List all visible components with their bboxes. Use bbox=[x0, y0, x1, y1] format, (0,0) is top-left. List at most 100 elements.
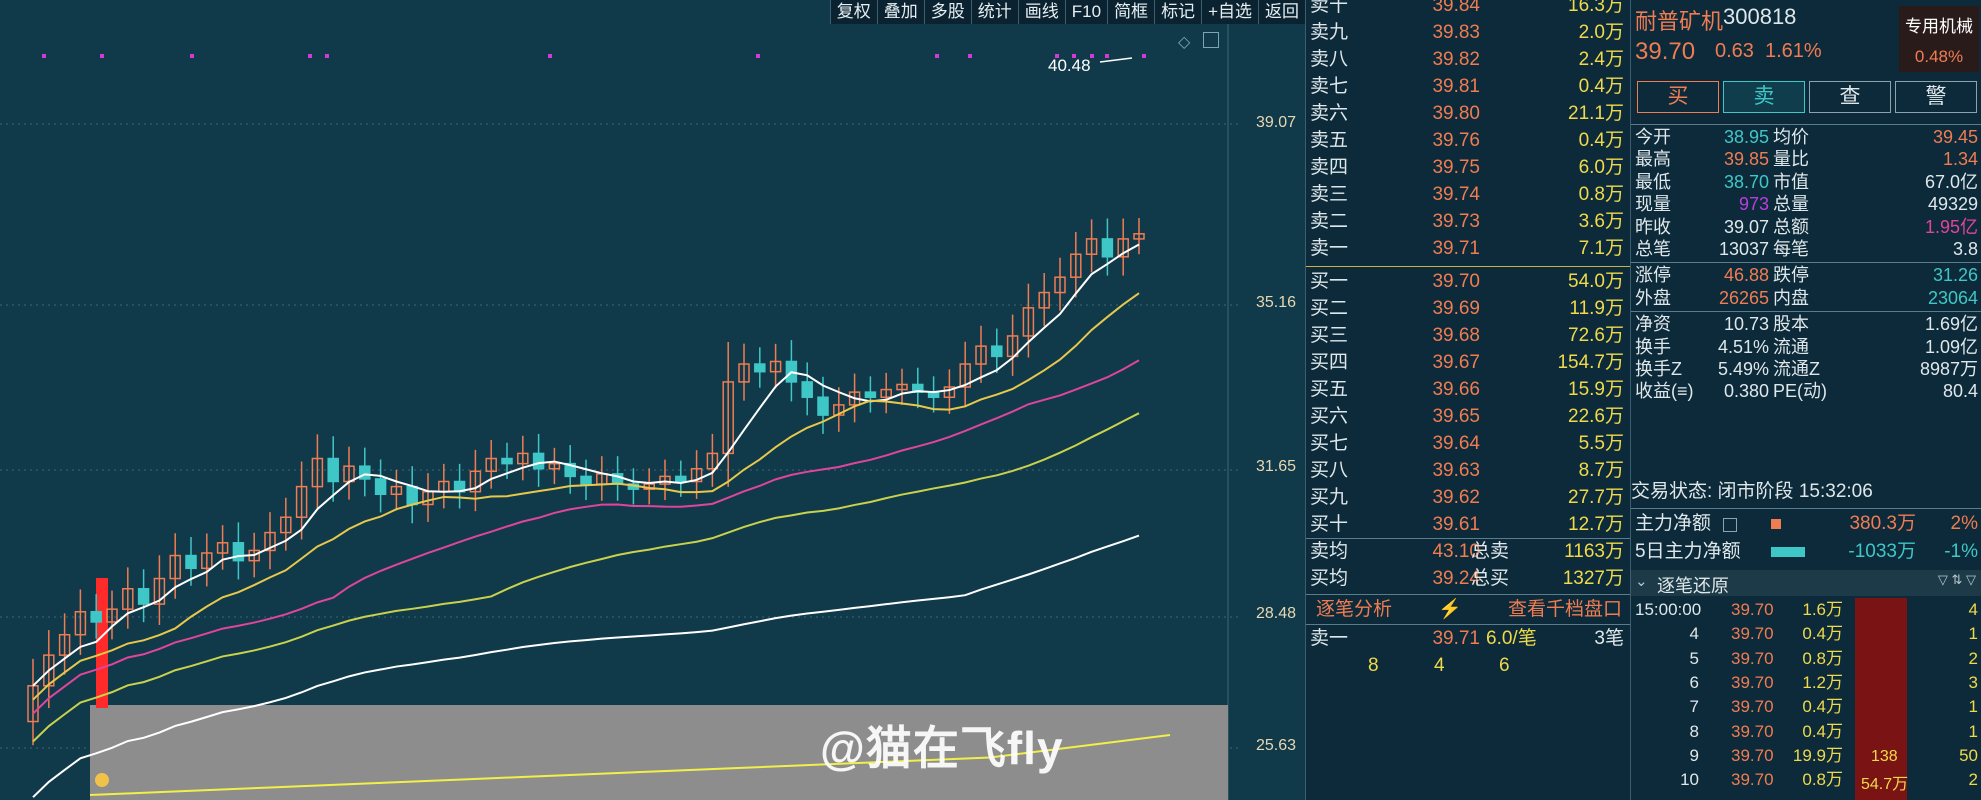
panel-divider bbox=[1631, 262, 1981, 264]
level-volume: 154.7万 bbox=[1557, 352, 1624, 373]
tick-volume: 0.8万 bbox=[1802, 648, 1843, 668]
panel-toggle-icon[interactable] bbox=[1203, 32, 1219, 48]
sector-badge[interactable]: 专用机械 0.48% bbox=[1899, 6, 1979, 72]
candle-body bbox=[327, 457, 339, 483]
candle-body bbox=[469, 470, 482, 493]
candle-body bbox=[232, 542, 245, 562]
candle-body bbox=[548, 462, 561, 470]
sector-name: 专用机械 bbox=[1905, 17, 1973, 36]
quote-stat-row: 换手Z 5.49% 流通Z 8987万 bbox=[1631, 358, 1981, 380]
alert-button[interactable]: 警 bbox=[1895, 81, 1977, 113]
ask-level-row[interactable]: 卖七 39.81 0.4万 bbox=[1306, 73, 1630, 100]
add-watchlist-button[interactable]: +自选 bbox=[1201, 0, 1258, 24]
tick-count: 3 bbox=[1968, 672, 1978, 692]
bid-level-row[interactable]: 买四 39.67 154.7万 bbox=[1306, 349, 1630, 376]
level-volume: 0.8万 bbox=[1578, 184, 1624, 205]
back-button[interactable]: 返回 bbox=[1258, 0, 1305, 24]
tick-analysis-tab[interactable]: 逐笔分析 bbox=[1316, 599, 1393, 620]
level-price: 39.73 bbox=[1432, 211, 1480, 232]
multi-stock-button[interactable]: 多股 bbox=[923, 0, 971, 24]
level-price: 39.75 bbox=[1432, 157, 1480, 178]
stat-label: 涨停 bbox=[1635, 265, 1671, 286]
stat-value: 31.26 bbox=[1932, 265, 1978, 286]
ask-level-row[interactable]: 卖四 39.75 6.0万 bbox=[1306, 154, 1630, 181]
filter-icon[interactable]: ▽ ⇅ ▽ bbox=[1937, 572, 1976, 587]
tick-volume: 0.4万 bbox=[1802, 721, 1843, 741]
ask-level-row[interactable]: 卖八 39.82 2.4万 bbox=[1306, 46, 1630, 73]
ask-level-row[interactable]: 卖六 39.80 21.1万 bbox=[1306, 100, 1630, 127]
bid-level-row[interactable]: 买二 39.69 11.9万 bbox=[1306, 295, 1630, 322]
bid-level-row[interactable]: 买七 39.64 5.5万 bbox=[1306, 430, 1630, 457]
ask-level-row[interactable]: 卖五 39.76 0.4万 bbox=[1306, 127, 1630, 154]
candle-body bbox=[90, 610, 102, 623]
tick-row: 4 39.70 0.4万 1 bbox=[1631, 622, 1981, 646]
candle-body bbox=[912, 383, 924, 393]
flow5-row: 5日主力净额 -1033万 -1% bbox=[1631, 538, 1981, 566]
query-button[interactable]: 查 bbox=[1809, 81, 1891, 113]
stat-label: 外盘 bbox=[1635, 287, 1671, 308]
stat-value: 39.85 bbox=[1723, 149, 1769, 170]
stat-label: 量比 bbox=[1773, 149, 1809, 170]
tick-row: 9 39.70 19.9万 50 bbox=[1631, 744, 1981, 768]
ma60-line bbox=[32, 534, 1140, 798]
level-label: 买三 bbox=[1310, 325, 1349, 346]
ask-level-row[interactable]: 卖九 39.83 2.0万 bbox=[1306, 19, 1630, 46]
ask-level-row[interactable]: 卖三 39.74 0.8万 bbox=[1306, 181, 1630, 208]
quote-stat-row: 最高 39.85 量比 1.34 bbox=[1631, 148, 1981, 170]
statistics-button[interactable]: 统计 bbox=[970, 0, 1018, 24]
simple-frame-button[interactable]: 简框 bbox=[1107, 0, 1154, 24]
stat-value: 973 bbox=[1738, 194, 1769, 215]
ask-level-row[interactable]: 卖一 39.71 7.1万 bbox=[1306, 235, 1630, 262]
level-label: 买一 bbox=[1310, 271, 1349, 292]
main-flow-value: 380.3万 bbox=[1849, 513, 1916, 534]
signal-dot bbox=[190, 54, 194, 58]
bid-level-row[interactable]: 买九 39.62 27.7万 bbox=[1306, 484, 1630, 511]
sell-button[interactable]: 卖 bbox=[1723, 81, 1805, 113]
chevron-down-icon[interactable]: ⌄ bbox=[1635, 573, 1648, 590]
bid-level-row[interactable]: 买十 39.61 12.7万 bbox=[1306, 511, 1630, 538]
bid-level-row[interactable]: 买五 39.66 15.9万 bbox=[1306, 376, 1630, 403]
restore-rights-button[interactable]: 复权 bbox=[829, 0, 877, 24]
level-label: 买七 bbox=[1310, 433, 1349, 454]
stat-value: 5.49% bbox=[1717, 359, 1769, 379]
candle-body bbox=[390, 485, 403, 496]
stat-label: 总额 bbox=[1773, 216, 1809, 237]
quote-stat-row: 涨停 46.88 跌停 31.26 bbox=[1631, 264, 1981, 286]
quote-stat-row: 外盘 26265 内盘 23064 bbox=[1631, 287, 1981, 309]
tick-row: 10 39.70 0.8万 2 bbox=[1631, 768, 1981, 792]
bid-level-row[interactable]: 买三 39.68 72.6万 bbox=[1306, 322, 1630, 349]
bid-level-row[interactable]: 买六 39.65 22.6万 bbox=[1306, 403, 1630, 430]
level-volume: 0.4万 bbox=[1578, 130, 1624, 151]
tick-price: 39.70 bbox=[1731, 745, 1774, 765]
f10-button[interactable]: F10 bbox=[1064, 0, 1107, 24]
signal-dot bbox=[548, 54, 552, 58]
tick-row: 15:00:00 39.70 1.6万 4 bbox=[1631, 598, 1981, 622]
kline-chart-panel[interactable]: 39.07 35.16 31.65 28.48 25.63 40.48 ◇ 复权… bbox=[0, 0, 1305, 800]
ask-level-row[interactable]: 卖十 39.84 16.3万 bbox=[1306, 0, 1630, 19]
ask-level-row[interactable]: 卖二 39.73 3.6万 bbox=[1306, 208, 1630, 235]
candle-body bbox=[833, 404, 845, 416]
bid-level-row[interactable]: 买八 39.63 8.7万 bbox=[1306, 457, 1630, 484]
tick-time: 5 bbox=[1689, 648, 1699, 668]
sell-average-row: 卖均 43.10 总卖 1163万 bbox=[1306, 538, 1630, 565]
tick-row: 5 39.70 0.8万 2 bbox=[1631, 647, 1981, 671]
level-label: 买九 bbox=[1310, 487, 1349, 508]
overlay-button[interactable]: 叠加 bbox=[876, 0, 924, 24]
signal-dot bbox=[935, 54, 939, 58]
candlestick-chart[interactable] bbox=[0, 0, 1305, 800]
level-volume: 54.0万 bbox=[1568, 271, 1624, 292]
diamond-icon[interactable]: ◇ bbox=[1178, 34, 1191, 51]
tick-price: 39.70 bbox=[1731, 697, 1774, 717]
level-label: 卖七 bbox=[1310, 76, 1349, 97]
last-price: 39.70 bbox=[1635, 38, 1696, 65]
bid-level-row[interactable]: 买一 39.70 54.0万 bbox=[1306, 268, 1630, 295]
ma30-line bbox=[32, 412, 1140, 743]
calculator-icon[interactable] bbox=[1723, 518, 1737, 532]
order-book-divider bbox=[1306, 594, 1630, 595]
draw-line-button[interactable]: 画线 bbox=[1017, 0, 1065, 24]
stock-code: 300818 bbox=[1723, 4, 1797, 29]
buy-button[interactable]: 买 bbox=[1637, 81, 1719, 113]
quote-stat-row: 收益(≡) 0.380 PE(动) 80.4 bbox=[1631, 380, 1981, 402]
deep-orderbook-link[interactable]: 查看千档盘口 bbox=[1507, 599, 1622, 620]
mark-button[interactable]: 标记 bbox=[1154, 0, 1201, 24]
